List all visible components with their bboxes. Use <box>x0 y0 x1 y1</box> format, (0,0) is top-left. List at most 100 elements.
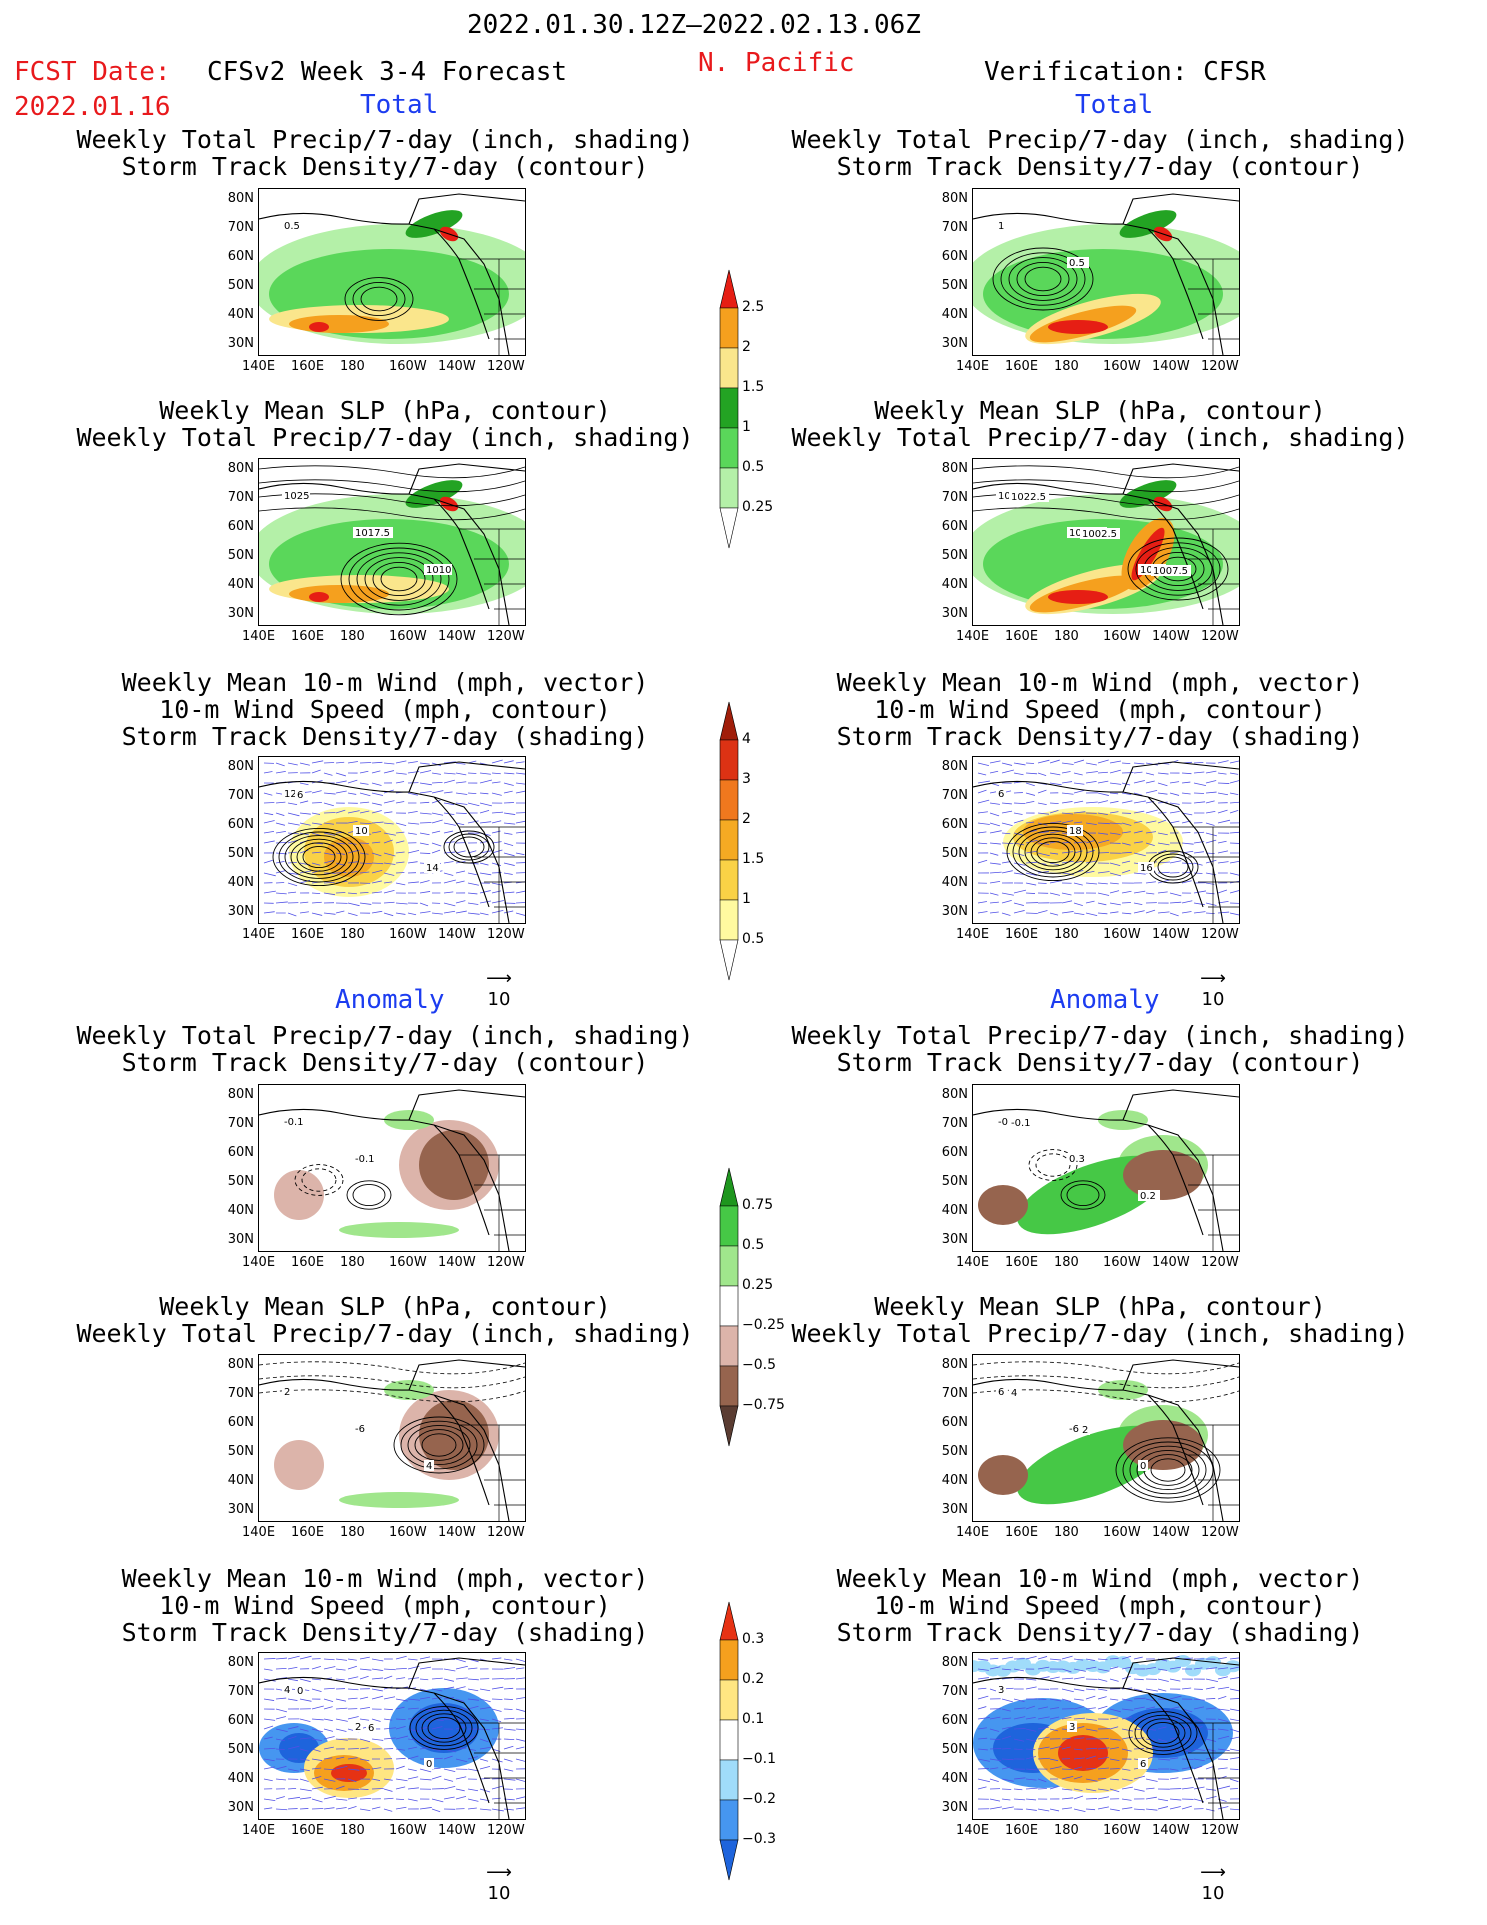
storm-contour <box>1000 252 1086 306</box>
colorbar-segment <box>719 507 739 549</box>
map-canvas: 10.5 <box>973 193 1239 355</box>
wind-vector <box>359 822 372 825</box>
wind-vector <box>1025 1787 1038 1790</box>
wind-vector <box>1133 792 1143 796</box>
borders <box>459 1154 525 1251</box>
wind-vector <box>347 792 357 795</box>
wind-vector <box>1001 1717 1012 1720</box>
wind-vector <box>989 760 1001 764</box>
wind-vector <box>1229 1666 1239 1670</box>
wind-vector <box>1025 861 1038 864</box>
lon-tick-label: 140E <box>956 1255 990 1270</box>
colorbar-tick-label: −0.75 <box>742 1397 785 1413</box>
wind-vector <box>1037 759 1050 764</box>
lon-tick-label: 160E <box>1005 1823 1039 1838</box>
wind-vector <box>371 810 382 814</box>
wind-vector <box>989 812 1000 817</box>
wind-vector <box>1229 1677 1239 1680</box>
lon-tick-label: 180 <box>340 1823 365 1838</box>
lat-tick-label: 40N <box>227 875 254 890</box>
contour-label-bg <box>1138 1460 1148 1471</box>
wind-vector <box>1181 1738 1192 1741</box>
contour-label: 2 <box>284 1387 290 1398</box>
lon-tick-label: 140W <box>438 927 476 942</box>
wind-vector <box>1229 810 1239 814</box>
colorbar-segment <box>719 269 739 309</box>
wind-vector <box>335 1785 345 1790</box>
wind-vector <box>1121 1807 1133 1810</box>
wind-vector <box>1037 910 1048 914</box>
wind-vector <box>503 802 515 804</box>
wind-vector <box>479 809 490 814</box>
wind-vector <box>989 1738 1001 1740</box>
wind-vector <box>1205 780 1217 784</box>
lat-tick-label: 80N <box>941 1087 968 1102</box>
wind-vector <box>1169 1806 1181 1810</box>
wind-vector <box>1049 880 1062 884</box>
wind-vector <box>323 832 336 836</box>
wind-vector <box>1145 831 1157 834</box>
wind-vector <box>455 870 466 874</box>
wind-vector <box>1109 1788 1120 1793</box>
contour-label: 0 <box>1140 1461 1146 1472</box>
wind-vector <box>359 1706 371 1710</box>
borders <box>459 528 525 625</box>
wind-vector <box>1133 1688 1143 1692</box>
lat-tick-label: 80N <box>941 191 968 206</box>
wind-vector <box>479 1688 491 1692</box>
wind-vector <box>1121 1708 1134 1711</box>
lat-tick-label: 60N <box>227 519 254 534</box>
slp-contour <box>372 561 426 597</box>
wind-vector <box>347 1697 358 1700</box>
wind-vector <box>1097 912 1108 915</box>
wind-vector <box>275 1796 285 1800</box>
contour-label: 1022.5 <box>1011 492 1046 503</box>
wind-vector <box>1193 1667 1203 1670</box>
contour-label: 1010 <box>426 565 451 576</box>
wind-vector <box>455 900 466 904</box>
panel-title-line: Weekly Total Precip/7-day (inch, shading… <box>791 1021 1409 1050</box>
wind-vector <box>479 1765 491 1770</box>
wind-vector <box>287 882 298 887</box>
lat-tick-label: 70N <box>941 1684 968 1699</box>
wind-vector <box>311 1748 321 1752</box>
panel-title-line: 10-m Wind Speed (mph, contour) <box>874 1591 1326 1620</box>
wind-vector <box>1037 831 1050 834</box>
slp-anom-contour <box>973 1361 1239 1375</box>
wind-vector <box>479 1706 492 1710</box>
wind-vector <box>1133 810 1145 814</box>
wind-vector <box>1229 1757 1239 1760</box>
slp-contour <box>1127 537 1229 601</box>
wind-vector <box>1205 1667 1218 1670</box>
wind-vector <box>407 1787 419 1790</box>
wind-vector <box>1001 870 1013 874</box>
coastline <box>973 1089 1239 1251</box>
wind-speed-contour <box>415 1709 473 1747</box>
wind-vector <box>431 1688 443 1692</box>
wind-vector <box>275 892 287 895</box>
colorbar-tick-label: −0.2 <box>742 1791 776 1807</box>
panel-title: Weekly Total Precip/7-day (inch, shading… <box>65 1022 705 1076</box>
precip-heavy <box>405 480 463 508</box>
wind-vector <box>1229 831 1239 834</box>
wind-vector <box>1001 852 1011 855</box>
fcst-date-value: 2022.01.16 <box>14 92 171 122</box>
colorbar-segment <box>719 1365 739 1407</box>
wind-vector <box>1061 1788 1073 1791</box>
lat-tick-label: 60N <box>227 1145 254 1160</box>
contour-label-bg <box>353 1423 369 1434</box>
lat-tick-label: 80N <box>227 1357 254 1372</box>
wind-vector <box>1145 1796 1157 1800</box>
colorbar-segment <box>719 739 739 781</box>
lon-tick-label: 160E <box>291 927 325 942</box>
wind-vector <box>323 1718 333 1722</box>
wind-vector <box>1013 819 1024 824</box>
wind-vector <box>1037 852 1050 857</box>
wind-vector <box>1217 772 1227 775</box>
contour-label-bg <box>1067 1423 1083 1434</box>
wind-vector <box>359 1718 370 1721</box>
wind-vector <box>1025 892 1036 894</box>
contour-label: 1002.5 <box>1082 529 1117 540</box>
lat-tick-label: 70N <box>941 1116 968 1131</box>
vector-ref-p6-right: ⟶ 10 <box>1193 1862 1233 1904</box>
